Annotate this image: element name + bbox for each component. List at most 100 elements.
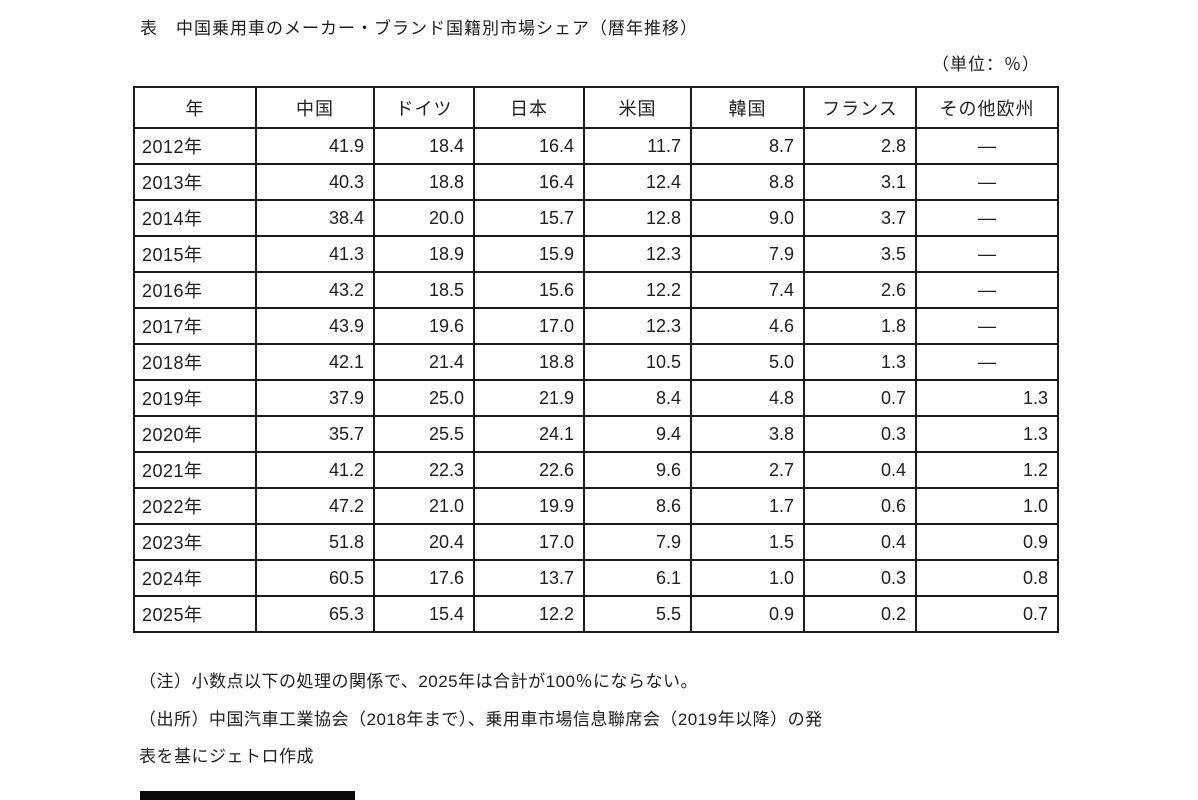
value-cell: 0.7 xyxy=(803,379,917,417)
value-cell: 0.2 xyxy=(803,595,917,633)
value-cell: 16.4 xyxy=(473,163,585,201)
value-cell: 17.6 xyxy=(373,559,475,597)
value-cell: 0.7 xyxy=(915,595,1059,633)
value-cell: 2.6 xyxy=(803,271,917,309)
year-cell: 2025年 xyxy=(133,595,257,633)
column-header-7: その他欧州 xyxy=(915,86,1059,129)
year-cell: 2023年 xyxy=(133,523,257,561)
table-row: 2016年 43.2 18.5 15.6 12.2 7.4 2.6 ― xyxy=(133,271,1059,309)
value-cell: 25.5 xyxy=(373,415,475,453)
column-header-3: 日本 xyxy=(473,86,585,129)
value-cell: 0.3 xyxy=(803,415,917,453)
value-cell: 2.8 xyxy=(803,127,917,165)
footnote-source-line1: （出所）中国汽車工業協会（2018年まで）、乗用車市場信息聯席会（2019年以降… xyxy=(139,710,823,729)
table-row: 2025年 65.3 15.4 12.2 5.5 0.9 0.2 0.7 xyxy=(133,595,1059,633)
year-cell: 2021年 xyxy=(133,451,257,489)
table-row: 2022年 47.2 21.0 19.9 8.6 1.7 0.6 1.0 xyxy=(133,487,1059,525)
value-cell: 0.3 xyxy=(803,559,917,597)
value-cell: 12.2 xyxy=(583,271,692,309)
no-data-cell: ― xyxy=(915,127,1059,165)
value-cell: 42.1 xyxy=(255,343,375,381)
value-cell: 0.6 xyxy=(803,487,917,525)
value-cell: 21.4 xyxy=(373,343,475,381)
year-cell: 2020年 xyxy=(133,415,257,453)
table-row: 2018年 42.1 21.4 18.8 10.5 5.0 1.3 ― xyxy=(133,343,1059,381)
value-cell: 0.4 xyxy=(803,523,917,561)
value-cell: 12.8 xyxy=(583,199,692,237)
value-cell: 7.4 xyxy=(690,271,805,309)
value-cell: 12.3 xyxy=(583,307,692,345)
column-header-0: 年 xyxy=(133,86,257,129)
value-cell: 60.5 xyxy=(255,559,375,597)
value-cell: 19.9 xyxy=(473,487,585,525)
value-cell: 3.8 xyxy=(690,415,805,453)
table-row: 2017年 43.9 19.6 17.0 12.3 4.6 1.8 ― xyxy=(133,307,1059,345)
value-cell: 10.5 xyxy=(583,343,692,381)
table-row: 2015年 41.3 18.9 15.9 12.3 7.9 3.5 ― xyxy=(133,235,1059,273)
value-cell: 1.3 xyxy=(915,379,1059,417)
value-cell: 0.9 xyxy=(915,523,1059,561)
table-row: 2020年 35.7 25.5 24.1 9.4 3.8 0.3 1.3 xyxy=(133,415,1059,453)
year-cell: 2016年 xyxy=(133,271,257,309)
footnote-remark: （注）小数点以下の処理の関係で、2025年は合計が100％にならない。 xyxy=(139,672,699,691)
value-cell: 1.3 xyxy=(915,415,1059,453)
table-title: 表 中国乗用車のメーカー・ブランド国籍別市場シェア（暦年推移） xyxy=(140,19,698,38)
value-cell: 5.5 xyxy=(583,595,692,633)
value-cell: 1.5 xyxy=(690,523,805,561)
year-cell: 2015年 xyxy=(133,235,257,273)
value-cell: 0.8 xyxy=(915,559,1059,597)
footnote-source-line2: 表を基にジェトロ作成 xyxy=(139,747,314,766)
value-cell: 15.9 xyxy=(473,235,585,273)
year-cell: 2018年 xyxy=(133,343,257,381)
value-cell: 8.8 xyxy=(690,163,805,201)
value-cell: 21.0 xyxy=(373,487,475,525)
value-cell: 37.9 xyxy=(255,379,375,417)
value-cell: 15.7 xyxy=(473,199,585,237)
table-body: 2012年 41.9 18.4 16.4 11.7 8.7 2.8 ― 2013年 40.3 18.… xyxy=(133,127,1059,633)
year-cell: 2014年 xyxy=(133,199,257,237)
value-cell: 3.7 xyxy=(803,199,917,237)
cropped-content-bar xyxy=(140,791,355,800)
value-cell: 3.1 xyxy=(803,163,917,201)
value-cell: 43.9 xyxy=(255,307,375,345)
year-cell: 2012年 xyxy=(133,127,257,165)
value-cell: 8.6 xyxy=(583,487,692,525)
value-cell: 15.4 xyxy=(373,595,475,633)
value-cell: 6.1 xyxy=(583,559,692,597)
value-cell: 65.3 xyxy=(255,595,375,633)
no-data-cell: ― xyxy=(915,343,1059,381)
year-cell: 2019年 xyxy=(133,379,257,417)
value-cell: 1.8 xyxy=(803,307,917,345)
value-cell: 17.0 xyxy=(473,307,585,345)
value-cell: 20.4 xyxy=(373,523,475,561)
value-cell: 22.6 xyxy=(473,451,585,489)
value-cell: 1.7 xyxy=(690,487,805,525)
year-cell: 2013年 xyxy=(133,163,257,201)
value-cell: 13.7 xyxy=(473,559,585,597)
value-cell: 3.5 xyxy=(803,235,917,273)
value-cell: 20.0 xyxy=(373,199,475,237)
value-cell: 9.6 xyxy=(583,451,692,489)
value-cell: 18.8 xyxy=(473,343,585,381)
value-cell: 12.4 xyxy=(583,163,692,201)
table-row: 2014年 38.4 20.0 15.7 12.8 9.0 3.7 ― xyxy=(133,199,1059,237)
value-cell: 25.0 xyxy=(373,379,475,417)
no-data-cell: ― xyxy=(915,163,1059,201)
value-cell: 9.0 xyxy=(690,199,805,237)
value-cell: 4.6 xyxy=(690,307,805,345)
value-cell: 12.3 xyxy=(583,235,692,273)
column-header-4: 米国 xyxy=(583,86,692,129)
no-data-cell: ― xyxy=(915,271,1059,309)
table-row: 2012年 41.9 18.4 16.4 11.7 8.7 2.8 ― xyxy=(133,127,1059,165)
value-cell: 1.2 xyxy=(915,451,1059,489)
no-data-cell: ― xyxy=(915,199,1059,237)
value-cell: 21.9 xyxy=(473,379,585,417)
year-cell: 2017年 xyxy=(133,307,257,345)
value-cell: 18.8 xyxy=(373,163,475,201)
column-header-2: ドイツ xyxy=(373,86,475,129)
year-cell: 2022年 xyxy=(133,487,257,525)
value-cell: 8.7 xyxy=(690,127,805,165)
column-header-5: 韓国 xyxy=(690,86,805,129)
value-cell: 1.3 xyxy=(803,343,917,381)
